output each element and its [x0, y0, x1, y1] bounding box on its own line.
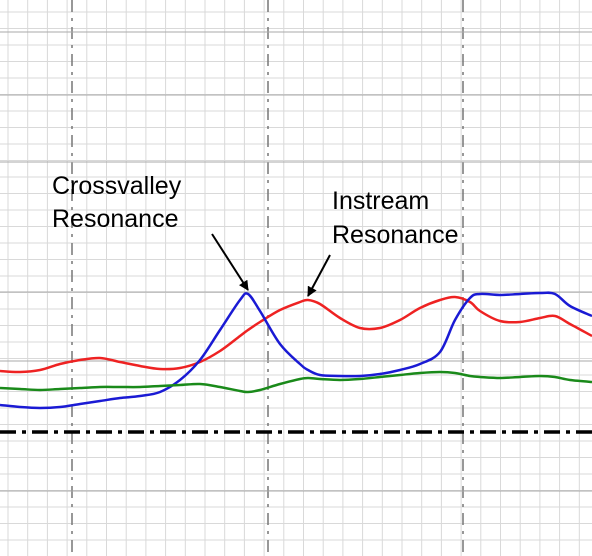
annotation-instream-arrow	[307, 254, 331, 297]
annotation-crossvalley: Crossvalley Resonance	[52, 172, 249, 291]
annotation-crossvalley-arrow	[211, 233, 249, 291]
series-layer	[0, 291, 592, 410]
series-line-green	[0, 370, 592, 394]
annotation-instream-line2: Resonance	[332, 221, 458, 249]
series-line-red	[0, 295, 592, 374]
annotation-instream: Instream Resonance	[307, 187, 458, 297]
annotation-instream-line1: Instream	[332, 187, 429, 215]
series-line-blue	[0, 291, 592, 410]
annotation-crossvalley-line2: Resonance	[52, 205, 178, 233]
annotation-crossvalley-line1: Crossvalley	[52, 172, 182, 200]
